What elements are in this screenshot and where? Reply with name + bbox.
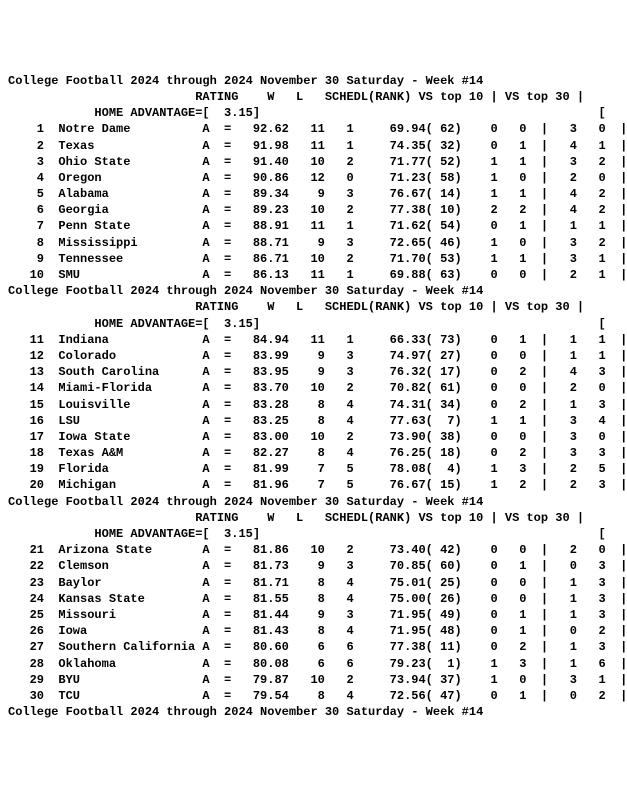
rankings-text-block: College Football 2024 through 2024 Novem… xyxy=(8,73,619,721)
